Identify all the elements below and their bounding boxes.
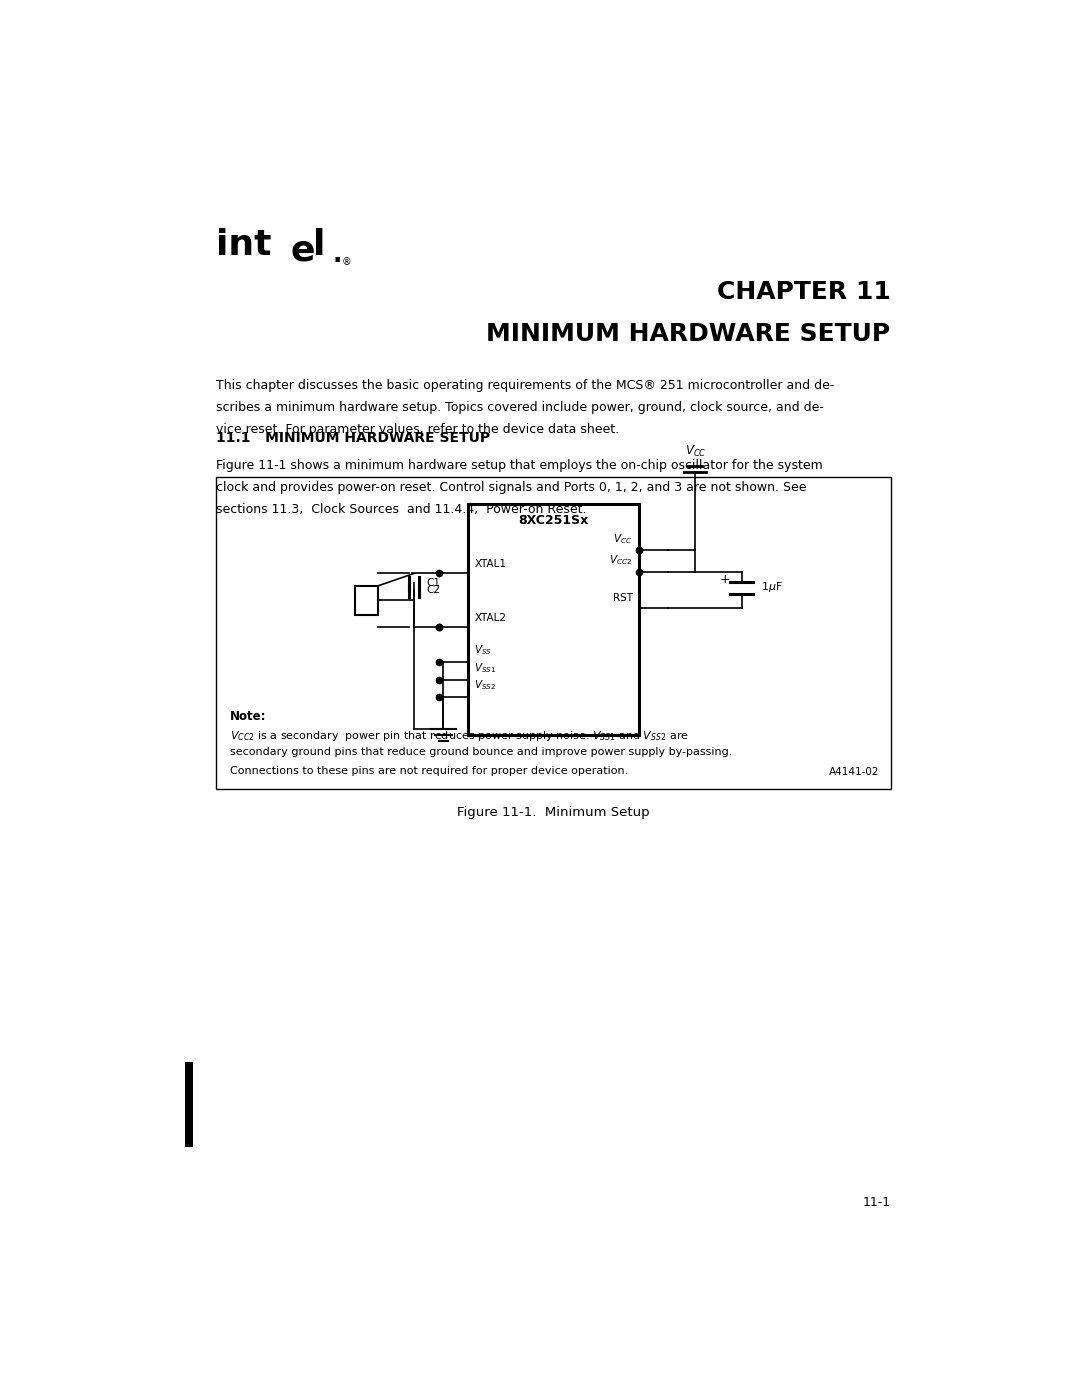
Text: MINIMUM HARDWARE SETUP: MINIMUM HARDWARE SETUP (486, 323, 891, 346)
Text: .: . (333, 243, 342, 267)
Text: clock and provides power-on reset. Control signals and Ports 0, 1, 2, and 3 are : clock and provides power-on reset. Contr… (216, 481, 807, 495)
Text: $V_{CC}$: $V_{CC}$ (613, 532, 633, 546)
Text: A4141-02: A4141-02 (828, 767, 879, 778)
Text: Figure 11-1.  Minimum Setup: Figure 11-1. Minimum Setup (457, 806, 650, 819)
Text: 8XC251Sx: 8XC251Sx (518, 514, 589, 527)
Text: int: int (216, 228, 272, 261)
Text: 11.1   MINIMUM HARDWARE SETUP: 11.1 MINIMUM HARDWARE SETUP (216, 432, 490, 446)
Bar (355, 585, 378, 615)
Text: XTAL1: XTAL1 (474, 559, 507, 569)
Text: +: + (719, 573, 730, 585)
Text: secondary ground pins that reduce ground bounce and improve power supply by-pass: secondary ground pins that reduce ground… (230, 747, 732, 757)
Text: $V_{SS2}$: $V_{SS2}$ (474, 678, 497, 692)
Text: $V_{CC}$: $V_{CC}$ (685, 444, 706, 460)
Text: C1: C1 (427, 578, 441, 588)
Text: vice reset. For parameter values, refer to the device data sheet.: vice reset. For parameter values, refer … (216, 422, 620, 436)
Text: $V_{SS}$: $V_{SS}$ (474, 644, 492, 658)
Text: Connections to these pins are not required for proper device operation.: Connections to these pins are not requir… (230, 766, 629, 775)
Bar (469, 504, 638, 735)
Text: $V_{SS1}$: $V_{SS1}$ (474, 661, 497, 675)
Bar (216, 478, 891, 789)
Text: Figure 11-1 shows a minimum hardware setup that employs the on-chip oscillator f: Figure 11-1 shows a minimum hardware set… (216, 460, 823, 472)
Text: XTAL2: XTAL2 (474, 613, 507, 623)
Text: $V_{CC2}$: $V_{CC2}$ (609, 553, 633, 567)
Text: $V_{CC2}$ is a secondary  power pin that reduces power supply noise. $V_{SS1}$ a: $V_{CC2}$ is a secondary power pin that … (230, 729, 689, 743)
Text: 1$\mu$F: 1$\mu$F (761, 580, 783, 594)
Text: Note:: Note: (230, 711, 267, 724)
Text: l: l (313, 228, 326, 261)
Bar (186, 1062, 193, 1147)
Text: ®: ® (342, 257, 352, 267)
Text: C2: C2 (427, 585, 441, 595)
Text: CHAPTER 11: CHAPTER 11 (717, 279, 891, 305)
Text: RST: RST (612, 594, 633, 604)
Text: 11-1: 11-1 (863, 1196, 891, 1208)
Text: sections 11.3,  Clock Sources  and 11.4.4,  Power-on Reset.: sections 11.3, Clock Sources and 11.4.4,… (216, 503, 586, 515)
Text: scribes a minimum hardware setup. Topics covered include power, ground, clock so: scribes a minimum hardware setup. Topics… (216, 401, 824, 414)
Text: e: e (291, 233, 314, 268)
Text: This chapter discusses the basic operating requirements of the MCS® 251 microcon: This chapter discusses the basic operati… (216, 380, 835, 393)
